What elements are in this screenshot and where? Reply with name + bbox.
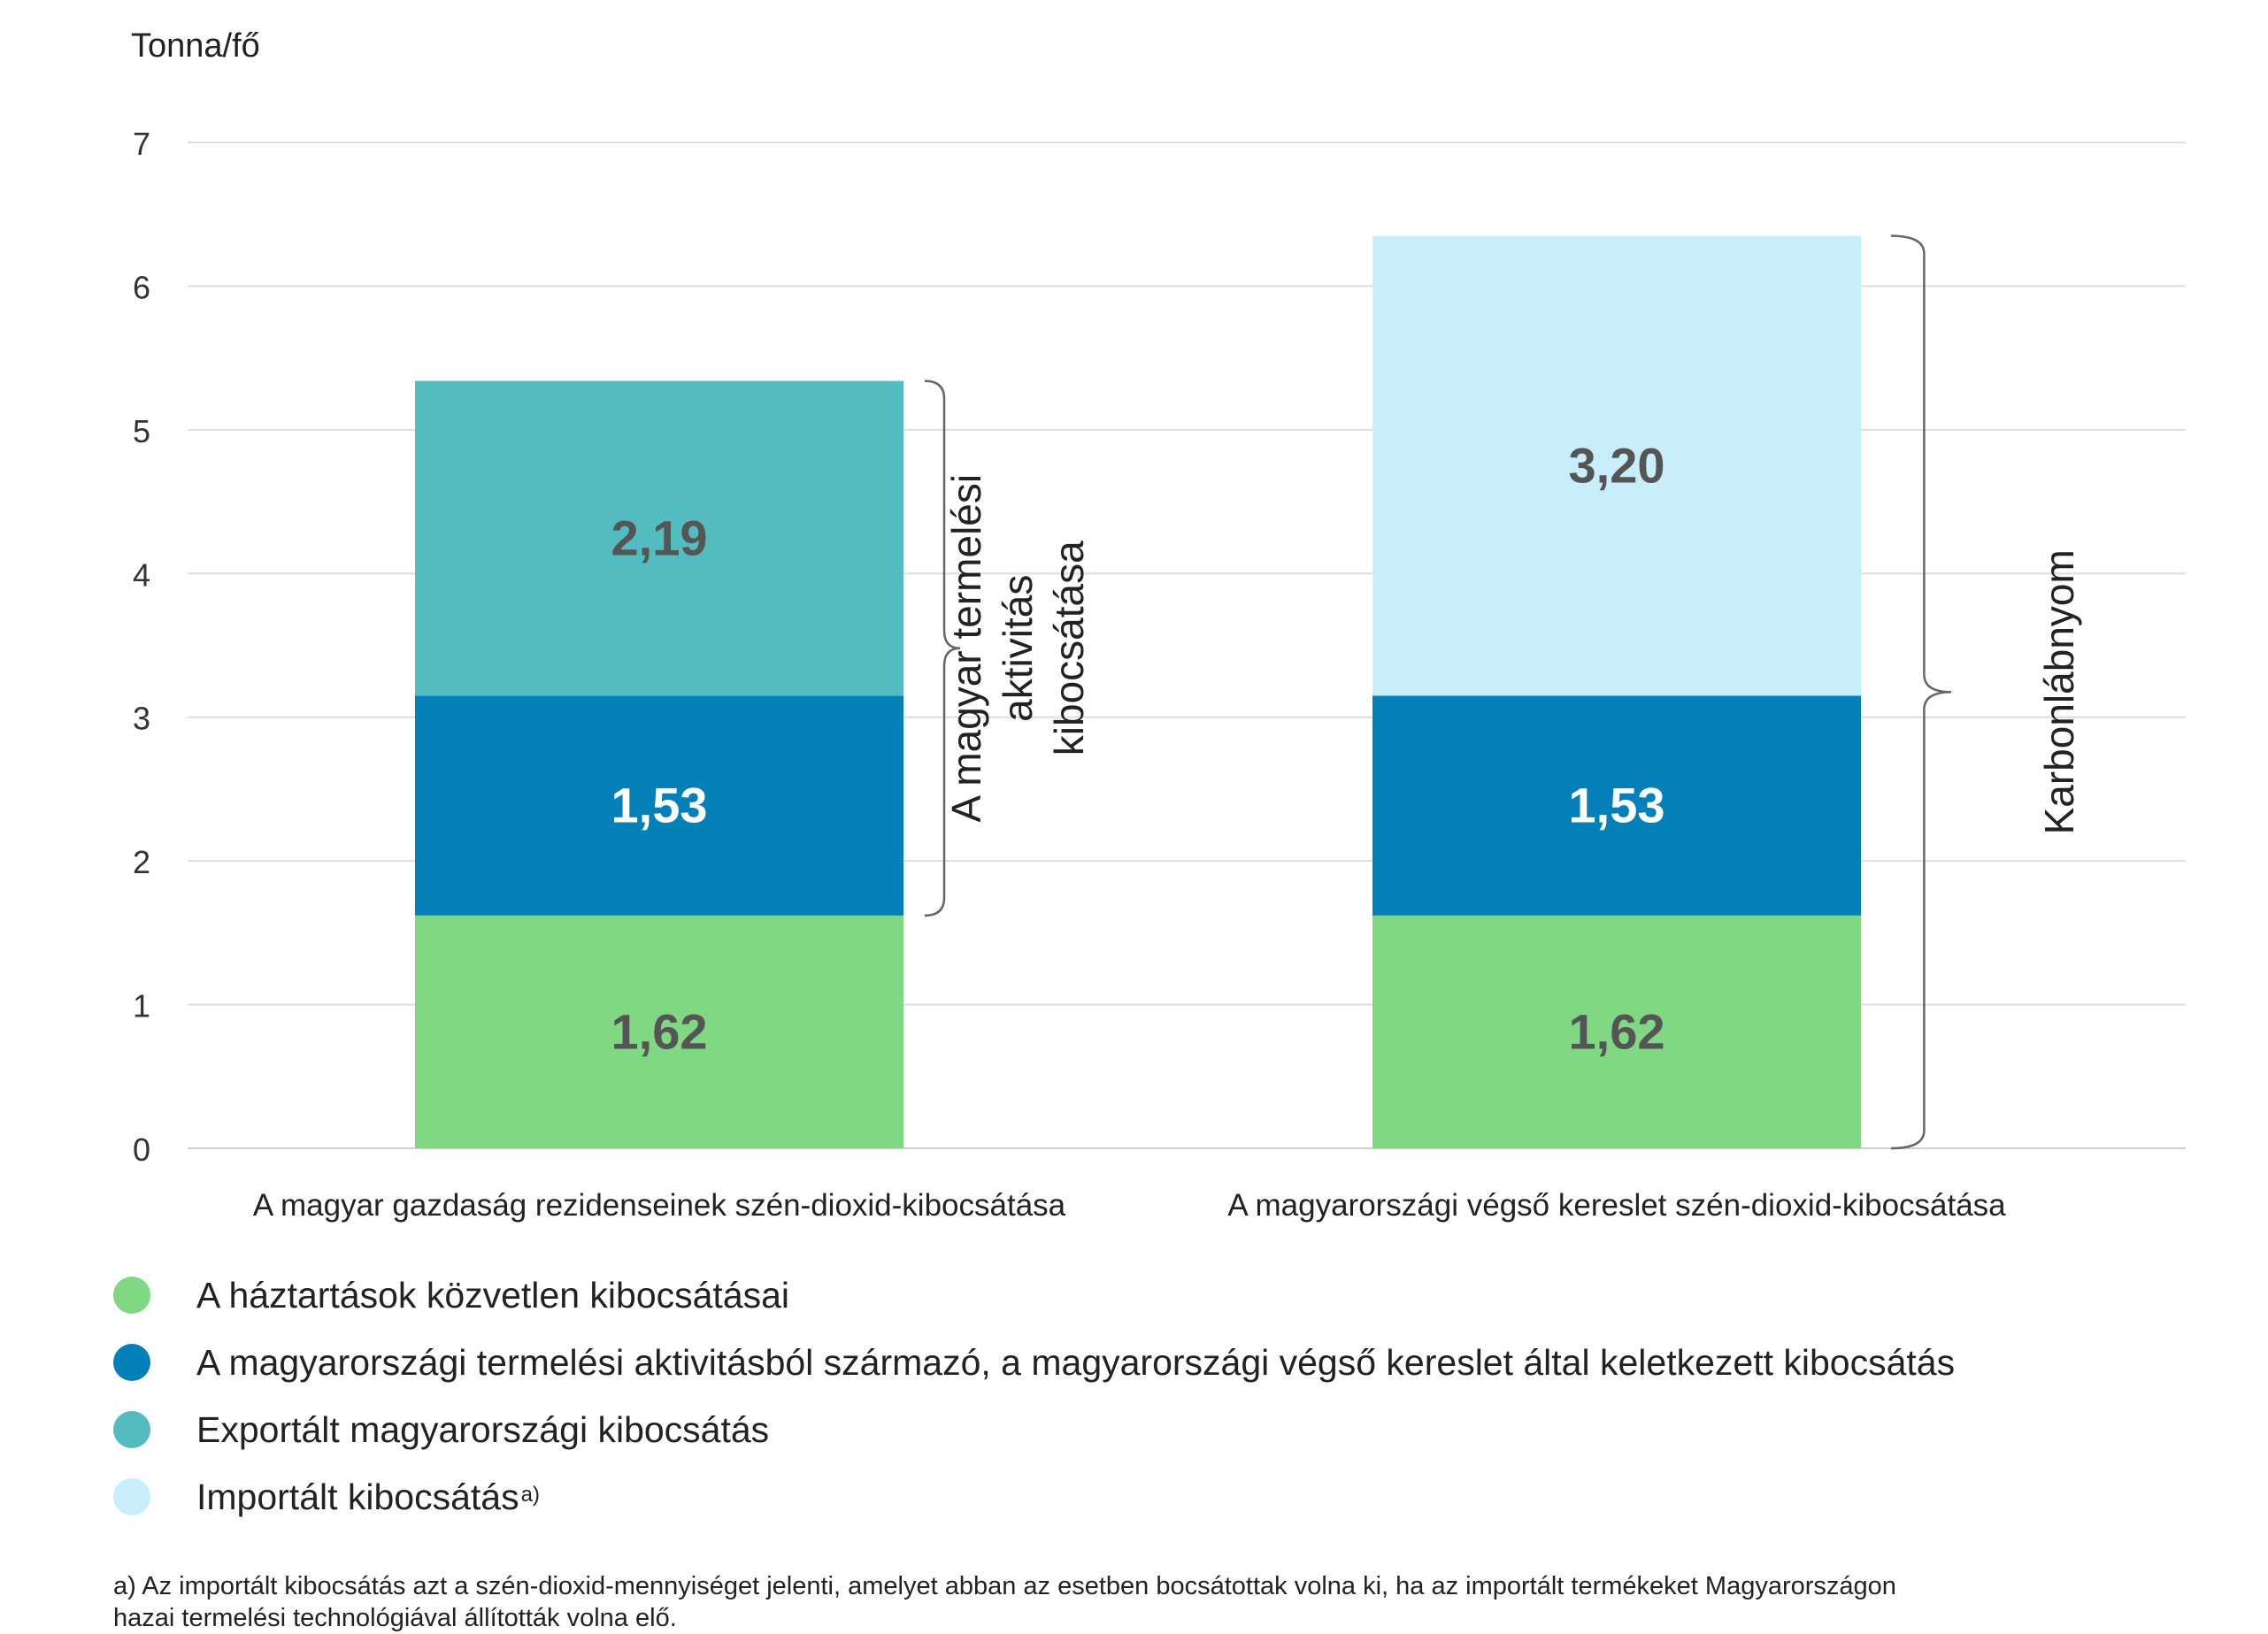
bar-segment: [415, 695, 903, 916]
footnote: a) Az importált kibocsátás azt a szén-di…: [113, 1570, 2149, 1634]
data-label: 1,62: [1569, 1003, 1665, 1059]
y-axis-title: Tonna/fő: [131, 27, 260, 65]
legend-label: A háztartások közvetlen kibocsátásai: [196, 1275, 790, 1316]
footnote-line: a) Az importált kibocsátás azt a szén-di…: [113, 1572, 1896, 1600]
bar-segment: [415, 380, 903, 696]
legend-label: A magyarországi termelési aktivitásból s…: [196, 1342, 1956, 1383]
legend-label: Exportált magyarországi kibocsátás: [196, 1409, 770, 1450]
bar-segment: [1372, 235, 1861, 696]
footnote-line: hazai termelési technológiával állítottá…: [113, 1604, 677, 1632]
x-category-labels: A magyar gazdaság rezidenseinek szén-dio…: [253, 1188, 2006, 1223]
y-tick-labels: 0 1 2 3 4 5 6 7: [133, 126, 150, 1168]
footnote-marker: a): [520, 1483, 540, 1507]
stacked-bar-chart: Tonna/fő 0 1 2 3 4 5 6 7 1,62 1,53 2,19 1,62 1,53 3,…: [131, 27, 2186, 1223]
annotation-label: A magyar termelési: [943, 474, 989, 823]
annotation-label: aktivitás: [995, 575, 1041, 722]
bars: 1,62 1,53 2,19 1,62 1,53 3,20: [415, 235, 1861, 1148]
curly-brace: [1890, 234, 1952, 1150]
legend-swatch: [113, 1344, 150, 1381]
annotation-label: kibocsátása: [1046, 541, 1092, 756]
legend-swatch: [113, 1478, 150, 1515]
y-tick-label: 5: [133, 413, 150, 449]
y-tick-label: 1: [133, 988, 150, 1024]
annotation-label: Karbonlábnyom: [2036, 549, 2082, 834]
data-label: 1,53: [1569, 778, 1665, 833]
data-label: 2,19: [611, 510, 708, 565]
legend-swatch: [113, 1411, 150, 1448]
y-tick-label: 3: [133, 701, 150, 737]
curly-brace: [924, 380, 961, 917]
y-tick-label: 0: [133, 1132, 150, 1168]
y-tick-label: 4: [133, 556, 150, 593]
bar-segment: [1372, 695, 1861, 916]
braces: A magyar termelési aktivitás kibocsátása Ka…: [924, 234, 2082, 1150]
x-category-label: A magyarországi végső kereslet szén-diox…: [1227, 1188, 2006, 1223]
legend-label: Importált kibocsátása): [196, 1477, 540, 1517]
data-label: 1,62: [611, 1003, 708, 1059]
x-category-label: A magyar gazdaság rezidenseinek szén-dio…: [253, 1188, 1066, 1223]
y-tick-label: 6: [133, 269, 150, 305]
data-label: 3,20: [1569, 437, 1665, 493]
bar-segment: [415, 915, 903, 1148]
data-label: 1,53: [611, 778, 708, 833]
y-tick-label: 7: [133, 126, 150, 162]
legend-swatch: [113, 1277, 150, 1314]
y-tick-label: 2: [133, 844, 150, 880]
bar-segment: [1372, 915, 1861, 1148]
